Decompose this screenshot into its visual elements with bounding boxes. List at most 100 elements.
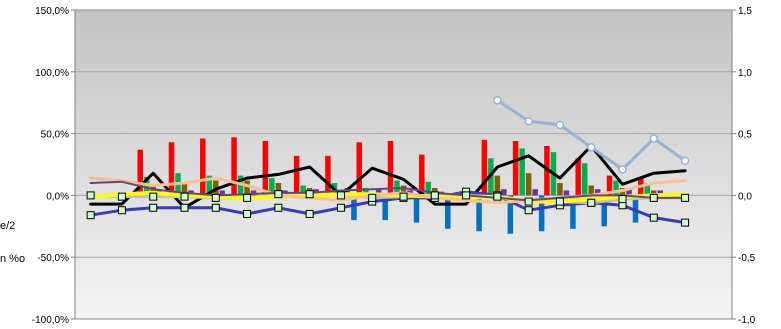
line-series-1 (89, 144, 687, 210)
bar-series-1-point-7 (262, 141, 269, 196)
left-y-axis: 150,0% 100,0% 50,0% 0,0% -50,0% -100,0% (32, 6, 76, 326)
bar-series-4-point-18 (626, 189, 632, 196)
bar-series-3-point-19 (651, 190, 657, 196)
line-series-2-marker-5 (211, 203, 220, 212)
right-y-axis: 1,5 1,0 0,5 0,0 -0,5 -1,0 (731, 6, 756, 326)
legend-fragments: e/2 n %o (0, 220, 25, 265)
bar-series-1-point-6 (231, 137, 237, 196)
bar-series-2-point-3 (143, 176, 150, 196)
bar-series-3-point-7 (275, 183, 282, 196)
bar-series-1-point-4 (168, 142, 175, 196)
bar-series-2-point-7 (269, 178, 275, 196)
bar-series-4-point-10 (375, 189, 382, 196)
line-series-2-marker-1 (86, 211, 95, 220)
line-series-3-marker-19 (649, 193, 658, 202)
line-series-3-marker-4 (180, 192, 189, 201)
bar-series-5-point-9 (351, 195, 357, 221)
line-series-3-marker-15 (524, 197, 533, 206)
bar-series-5-point-15 (538, 195, 545, 232)
left-tick-label: -100,0% (32, 315, 69, 326)
bar-series-5-point-14 (507, 195, 514, 234)
bar-series-4-point-15 (532, 189, 538, 196)
bar-series-2-point-6 (237, 175, 244, 196)
bar-series-1-point-8 (293, 155, 300, 196)
line-series-2-marker-7 (274, 203, 283, 212)
bar-series-5-point-16 (570, 195, 576, 229)
line-series-3-marker-10 (368, 193, 377, 202)
line-series-2-marker-20 (681, 218, 690, 227)
line-series-7-marker-14 (493, 95, 502, 105)
bar-series-2-point-19 (644, 183, 651, 196)
line-series-7-marker-20 (680, 156, 690, 166)
line-series-2-marker-6 (243, 209, 252, 218)
legend-fragment-1: e/2 (0, 220, 15, 232)
bar-series-1-point-17 (575, 158, 581, 196)
line-series-2-marker-19 (649, 213, 658, 222)
left-tick-label: 0,0% (46, 191, 69, 202)
bar-series-2-point-10 (362, 187, 369, 196)
line-series-7-marker-15 (524, 116, 533, 126)
bar-series-2-point-18 (613, 180, 619, 196)
bar-series-3-point-14 (494, 175, 501, 196)
line-series-7-marker-17 (586, 142, 596, 152)
line-series-3-marker-8 (305, 190, 314, 199)
line-series-3-marker-5 (211, 193, 220, 202)
bar-series-4-point-5 (219, 190, 226, 196)
left-tick-label: -50,0% (37, 253, 69, 264)
line-series-3-marker-2 (117, 192, 126, 201)
bar-series-2-point-8 (300, 185, 306, 196)
bar-series-5-point-12 (445, 195, 451, 229)
bar-series-1-point-5 (200, 138, 206, 196)
bar-series-3-point-15 (525, 173, 532, 196)
bar-series-3-point-11 (400, 185, 407, 196)
bar-series-5-point-10 (382, 195, 388, 221)
legend-fragment-2: n %o (0, 253, 25, 265)
line-series-2-marker-8 (305, 209, 314, 218)
line-series-2-marker-3 (149, 203, 158, 212)
line-series-2-marker-4 (180, 203, 189, 212)
line-series-3-marker-7 (274, 190, 283, 199)
bar-series-2-point-15 (519, 148, 525, 196)
bar-series-1-point-15 (512, 141, 519, 196)
left-tick-label: 100,0% (35, 68, 69, 79)
bar-series-3-point-16 (557, 183, 563, 196)
bar-series-3-point-4 (181, 183, 188, 196)
bar-series-1-point-14 (481, 139, 488, 196)
bar-series-5-point-13 (476, 195, 482, 232)
right-tick-label: -1,0 (738, 315, 756, 326)
line-series-7-marker-19 (649, 134, 659, 143)
bar-series-1-point-10 (356, 142, 362, 196)
line-series-3-marker-16 (555, 197, 564, 206)
line-series-3-marker-13 (462, 191, 471, 200)
line-markers-group (86, 95, 690, 227)
bar-series-1-point-9 (325, 155, 331, 196)
right-tick-label: -0,5 (738, 253, 756, 264)
bar-series-2-point-17 (581, 163, 588, 196)
line-series-3-marker-1 (86, 191, 95, 200)
left-tick-label: 150,0% (35, 6, 69, 17)
line-series-3-marker-17 (587, 198, 596, 207)
line-series-2-marker-2 (117, 206, 126, 215)
bar-series-5-point-11 (413, 195, 420, 223)
bar-series-1-point-12 (419, 154, 425, 196)
line-series-3-marker-11 (399, 192, 408, 201)
bar-series-1-point-18 (606, 175, 613, 196)
line-series-3-marker-12 (430, 191, 439, 200)
line-series-3-marker-14 (493, 192, 502, 201)
line-series-6 (89, 180, 687, 202)
right-tick-label: 1,0 (738, 68, 752, 79)
bar-series-2-point-5 (206, 175, 213, 196)
bar-series-2-point-12 (425, 181, 432, 196)
bar-series-3-point-6 (244, 180, 250, 196)
right-tick-label: 0,0 (738, 191, 752, 202)
bar-series-1-point-3 (137, 149, 143, 196)
line-series-7-marker-16 (555, 120, 565, 130)
left-tick-label: 50,0% (41, 130, 69, 141)
bar-series-4-point-17 (594, 189, 601, 196)
line-series-7-marker-18 (618, 165, 627, 174)
line-series-2-marker-9 (336, 203, 345, 212)
bar-series-5-point-17 (601, 195, 607, 227)
bar-series-4-point-6 (250, 190, 257, 196)
plot-area (74, 9, 733, 320)
